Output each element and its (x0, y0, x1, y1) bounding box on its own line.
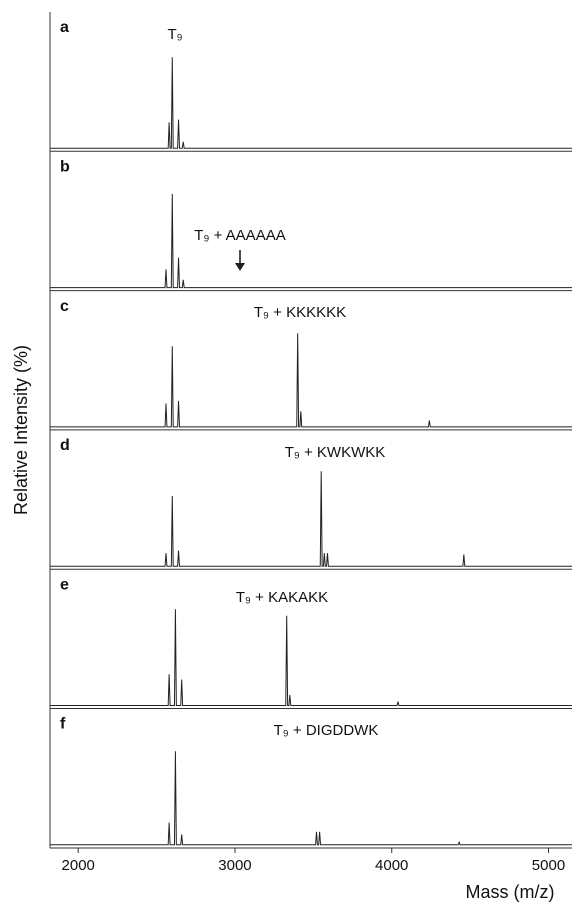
spectrum (50, 609, 572, 706)
panel-label: c (60, 298, 69, 315)
spectrum (50, 57, 572, 149)
annotation: T₉ + KWKWKK (285, 444, 386, 461)
spectrum (50, 471, 572, 567)
x-tick-label: 4000 (375, 857, 408, 874)
y-axis-title: Relative Intensity (%) (11, 345, 31, 515)
spectrum (50, 751, 572, 846)
annotation: T₉ + AAAAAA (194, 227, 285, 244)
x-tick-label: 2000 (62, 857, 95, 874)
panel-label: e (60, 576, 69, 593)
panel-label: f (60, 716, 66, 733)
annotation: T₉ + KAKAKK (236, 589, 328, 606)
panel-label: d (60, 437, 70, 454)
panel-label: a (60, 19, 69, 36)
arrow-head (235, 263, 245, 271)
spectrum (50, 333, 572, 428)
x-tick-label: 3000 (218, 857, 251, 874)
panel-label: b (60, 159, 70, 176)
spectrum (50, 193, 572, 289)
annotation: T₉ + KKKKKK (254, 304, 346, 321)
annotation: T₉ (167, 26, 182, 43)
annotation: T₉ + DIGDDWK (274, 722, 379, 739)
x-tick-label: 5000 (532, 857, 565, 874)
x-axis-title: Mass (m/z) (466, 882, 555, 902)
